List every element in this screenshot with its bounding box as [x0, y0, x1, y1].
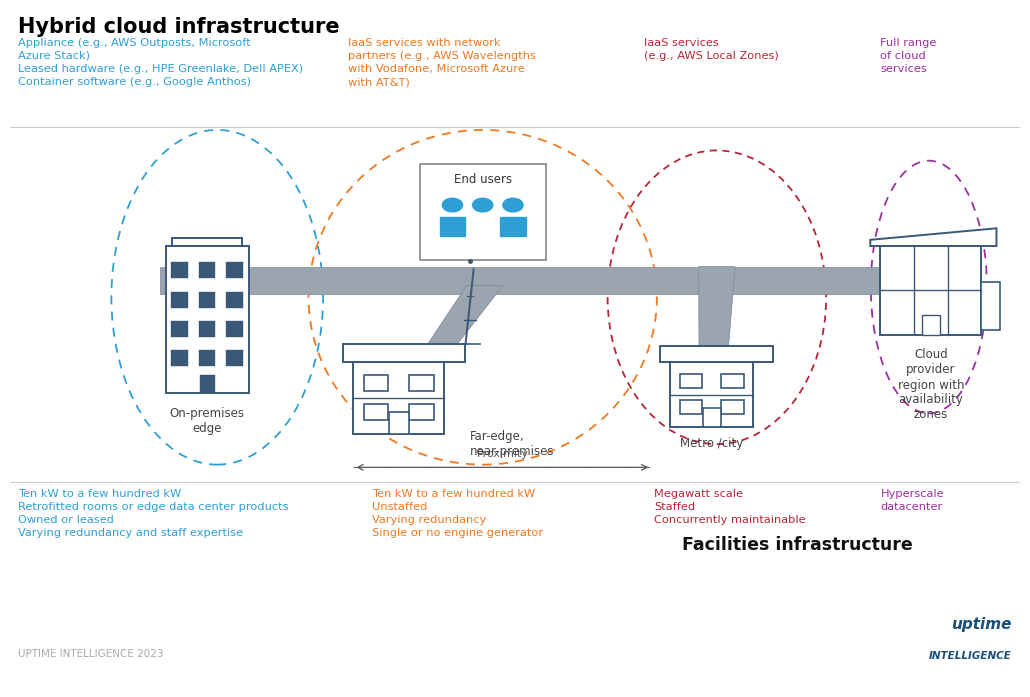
Bar [227, 321, 243, 337]
Bar [702, 408, 721, 427]
Bar [171, 291, 187, 307]
Circle shape [442, 198, 462, 212]
Polygon shape [660, 346, 774, 362]
Bar [171, 262, 187, 278]
Text: Proximity: Proximity [477, 449, 528, 459]
Bar [199, 262, 215, 278]
Bar [389, 413, 409, 434]
Bar [200, 375, 214, 393]
Bar [364, 375, 388, 391]
Polygon shape [383, 286, 503, 411]
Text: Hybrid cloud infrastructure: Hybrid cloud infrastructure [19, 17, 340, 37]
Text: Ten kW to a few hundred kW
Retrofitted rooms or edge data center products
Owned : Ten kW to a few hundred kW Retrofitted r… [19, 489, 288, 538]
Bar [353, 362, 444, 434]
Bar [409, 404, 434, 420]
Text: Full range
of cloud
services: Full range of cloud services [881, 38, 936, 74]
Bar [721, 400, 744, 414]
Text: Megawatt scale
Staffed
Concurrently maintainable: Megawatt scale Staffed Concurrently main… [654, 489, 805, 525]
Text: On-premises
edge: On-premises edge [170, 406, 245, 434]
Bar [721, 374, 744, 388]
Text: Metro /city: Metro /city [680, 437, 744, 450]
Polygon shape [870, 229, 996, 246]
Bar [166, 246, 248, 393]
FancyBboxPatch shape [419, 164, 546, 260]
Text: UPTIME INTELLIGENCE 2023: UPTIME INTELLIGENCE 2023 [19, 650, 164, 659]
Text: Hyperscale
datacenter: Hyperscale datacenter [881, 489, 945, 512]
Bar [680, 400, 702, 414]
Circle shape [503, 198, 523, 212]
Bar [364, 404, 388, 420]
Bar [982, 282, 999, 330]
Bar [227, 351, 243, 367]
Text: End users: End users [453, 173, 512, 186]
Bar [199, 291, 215, 307]
Text: IaaS services with network
partners (e.g., AWS Wavelengths
with Vodafone, Micros: IaaS services with network partners (e.g… [348, 38, 537, 87]
Bar [922, 315, 940, 335]
Text: Cloud
provider
region with
availability
zones: Cloud provider region with availability … [897, 348, 964, 422]
Bar [680, 374, 702, 388]
Bar [440, 217, 465, 236]
Text: Ten kW to a few hundred kW
Unstaffed
Varying redundancy
Single or no engine gene: Ten kW to a few hundred kW Unstaffed Var… [372, 489, 543, 538]
Polygon shape [160, 266, 929, 294]
Polygon shape [343, 344, 465, 362]
Bar [199, 321, 215, 337]
Text: INTELLIGENCE: INTELLIGENCE [929, 651, 1011, 661]
Text: IaaS services
(e.g., AWS Local Zones): IaaS services (e.g., AWS Local Zones) [644, 38, 779, 61]
Bar [171, 321, 187, 337]
Bar [227, 291, 243, 307]
Bar [409, 375, 434, 391]
Bar [199, 351, 215, 367]
Bar [501, 217, 525, 236]
Circle shape [473, 198, 492, 212]
Text: Facilities infrastructure: Facilities infrastructure [682, 537, 913, 554]
Bar [172, 238, 242, 246]
Bar [171, 351, 187, 367]
Text: uptime: uptime [951, 617, 1011, 632]
Bar [671, 362, 753, 427]
Bar [227, 262, 243, 278]
Polygon shape [698, 266, 735, 397]
Text: Appliance (e.g., AWS Outposts, Microsoft
Azure Stack)
Leased hardware (e.g., HPE: Appliance (e.g., AWS Outposts, Microsoft… [19, 38, 304, 87]
Bar [881, 246, 982, 335]
Text: Far-edge,
near-premises: Far-edge, near-premises [470, 431, 554, 459]
